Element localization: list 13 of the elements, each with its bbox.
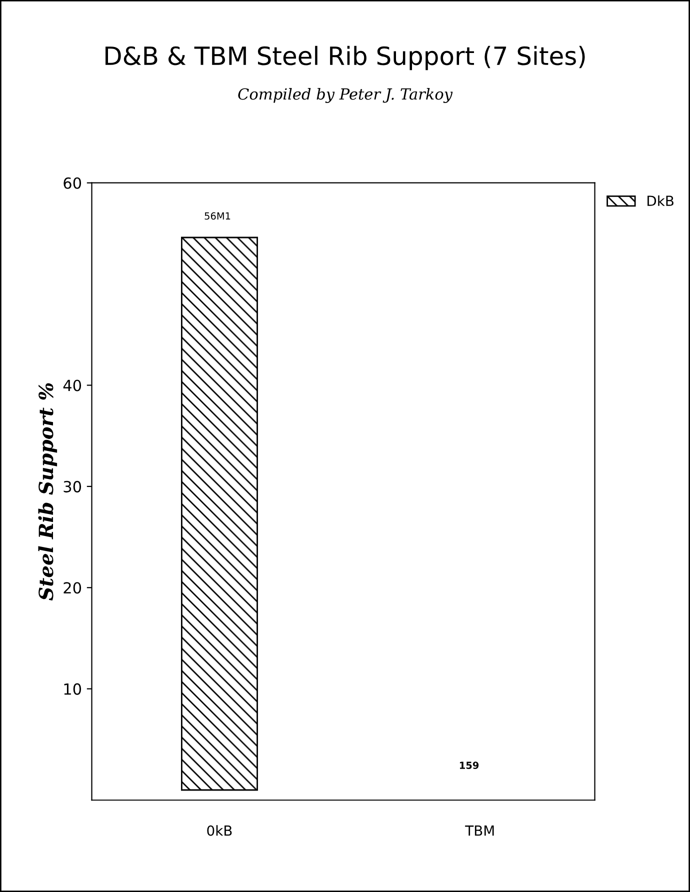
x-tick-label: TBM xyxy=(465,826,494,836)
x-tick-label: 0kB xyxy=(207,825,232,836)
y-tick-label: 60 xyxy=(64,177,82,189)
y-tick-label: 30 xyxy=(64,480,82,492)
annotation: 159 xyxy=(460,762,479,769)
y-tick-label: 10 xyxy=(64,683,82,695)
y-axis-title: Steel Rib Support % xyxy=(38,383,58,601)
annotation: 56M1 xyxy=(204,212,230,220)
y-tick-label: 40 xyxy=(63,380,82,392)
chart-title: D&B & TBM Steel Rib Support (7 Sites) xyxy=(106,46,585,70)
y-tick-label: 20 xyxy=(64,582,82,594)
chart-subtitle: Compiled by Peter J. Tarkoy xyxy=(238,88,453,103)
legend-label: DkB xyxy=(648,195,674,206)
